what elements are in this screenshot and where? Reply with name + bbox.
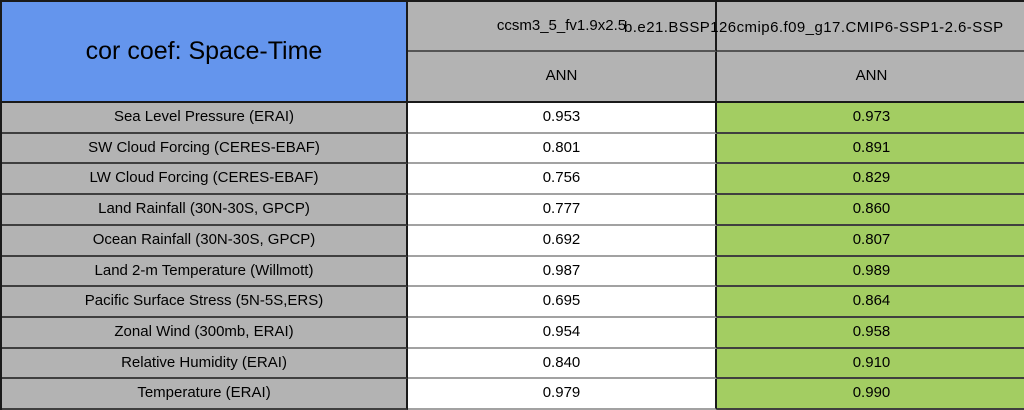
model-2-header-cell <box>717 2 1024 52</box>
row-label: Pacific Surface Stress (5N-5S,ERS) <box>2 287 408 318</box>
row-label: Zonal Wind (300mb, ERAI) <box>2 317 408 349</box>
row-label: LW Cloud Forcing (CERES-EBAF) <box>2 164 408 196</box>
row-label: Ocean Rainfall (30N-30S, GPCP) <box>2 225 408 257</box>
row-label: Sea Level Pressure (ERAI) <box>2 103 408 134</box>
season-header-model-2: ANN <box>717 52 1024 103</box>
model-1-name: ccsm3_5_fv1.9x2.5 <box>496 16 627 34</box>
value-model-1: 0.987 <box>408 256 717 288</box>
row-label: Relative Humidity (ERAI) <box>2 348 408 380</box>
value-model-1: 0.953 <box>408 103 717 134</box>
value-model-2: 0.891 <box>717 133 1024 165</box>
value-model-1: 0.777 <box>408 195 717 226</box>
row-label: Land Rainfall (30N-30S, GPCP) <box>2 195 408 226</box>
model-1-header-cell: ccsm3_5_fv1.9x2.5 <box>408 2 717 52</box>
value-model-2: 0.990 <box>717 379 1024 410</box>
value-model-1: 0.756 <box>408 164 717 196</box>
table-title: cor coef: Space-Time <box>2 2 408 103</box>
value-model-2: 0.864 <box>717 287 1024 318</box>
value-model-1: 0.695 <box>408 287 717 318</box>
value-model-2: 0.973 <box>717 103 1024 134</box>
value-model-2: 0.958 <box>717 317 1024 349</box>
row-label: Land 2-m Temperature (Willmott) <box>2 256 408 288</box>
value-model-2: 0.910 <box>717 348 1024 380</box>
row-label: SW Cloud Forcing (CERES-EBAF) <box>2 133 408 165</box>
value-model-2: 0.860 <box>717 195 1024 226</box>
value-model-1: 0.692 <box>408 225 717 257</box>
model-2-name: b.e21.BSSP126cmip6.f09_g17.CMIP6-SSP1-2.… <box>624 18 1004 36</box>
value-model-1: 0.840 <box>408 348 717 380</box>
value-model-2: 0.989 <box>717 256 1024 288</box>
value-model-1: 0.979 <box>408 379 717 410</box>
value-model-1: 0.801 <box>408 133 717 165</box>
value-model-1: 0.954 <box>408 317 717 349</box>
value-model-2: 0.807 <box>717 225 1024 257</box>
season-header-model-1: ANN <box>408 52 717 103</box>
value-model-2: 0.829 <box>717 164 1024 196</box>
row-label: Temperature (ERAI) <box>2 379 408 410</box>
